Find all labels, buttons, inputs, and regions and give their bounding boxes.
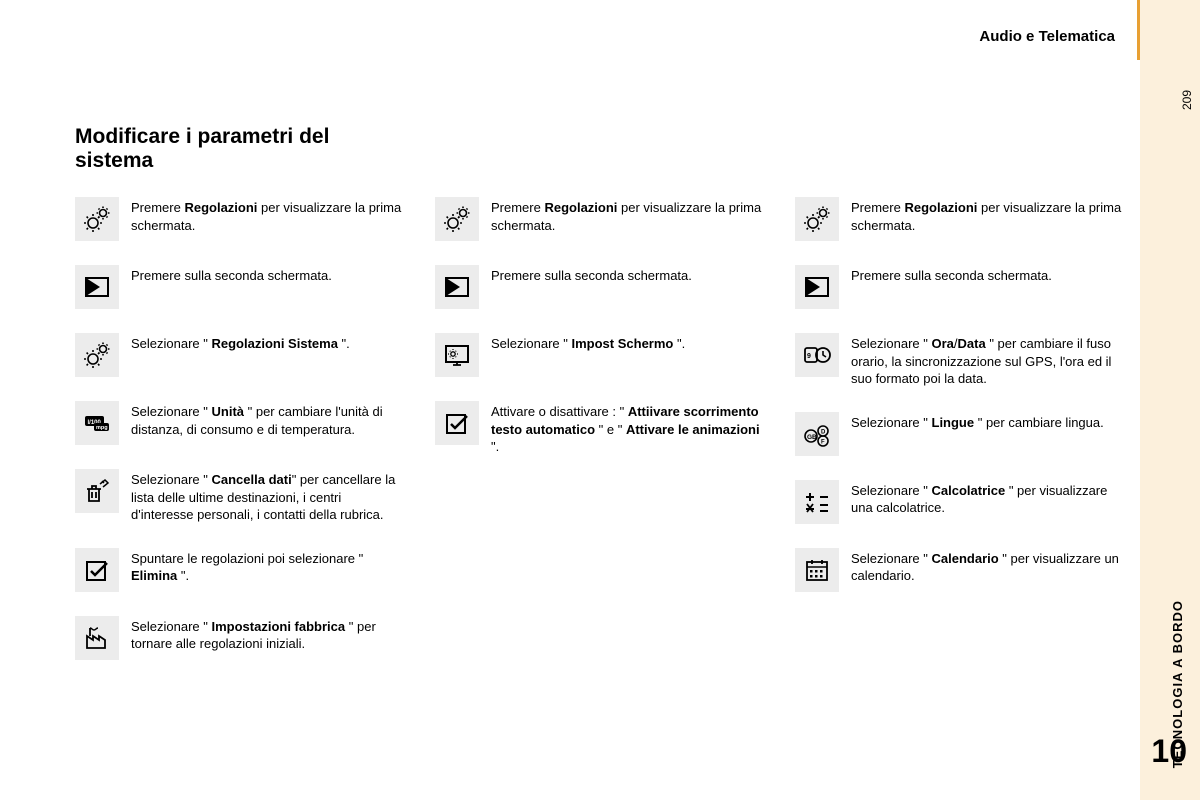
instruction-item: Premere Regolazioni per visualizzare la … (75, 191, 405, 247)
instruction-text: Selezionare " Calendario " per visualizz… (851, 548, 1125, 585)
instruction-text: Selezionare " Ora/Data " per cambiare il… (851, 333, 1125, 388)
instruction-text: Selezionare " Unità " per cambiare l'uni… (131, 401, 405, 438)
instruction-text: Premere sulla seconda schermata. (851, 265, 1052, 285)
instruction-item: Premere sulla seconda schermata. (75, 259, 405, 315)
display-icon (435, 333, 479, 377)
instruction-item: Spuntare le regolazioni poi selezionare … (75, 542, 405, 598)
instruction-item: Selezionare " Unità " per cambiare l'uni… (75, 395, 405, 451)
clock-icon (795, 333, 839, 377)
instruction-item: Premere Regolazioni per visualizzare la … (435, 191, 765, 247)
edge-accent (1137, 0, 1140, 60)
page-number: 209 (1180, 90, 1194, 110)
factory-icon (75, 616, 119, 660)
instruction-text: Spuntare le regolazioni poi selezionare … (131, 548, 405, 585)
instruction-text: Selezionare " Lingue " per cambiare ling… (851, 412, 1104, 432)
instruction-item: Premere sulla seconda schermata. (435, 259, 765, 315)
instruction-item: Selezionare " Ora/Data " per cambiare il… (795, 327, 1125, 394)
instruction-text: Premere sulla seconda schermata. (131, 265, 332, 285)
main-content: Modificare i parametri del sistema Preme… (75, 125, 1125, 666)
instruction-text: Premere sulla seconda schermata. (491, 265, 692, 285)
instruction-item: Selezionare " Calendario " per visualizz… (795, 542, 1125, 598)
instruction-item: Premere sulla seconda schermata. (795, 259, 1125, 315)
screen2-icon (795, 265, 839, 309)
instruction-item: Selezionare " Impost Schermo ". (435, 327, 765, 383)
instruction-item: Selezionare " Regolazioni Sistema ". (75, 327, 405, 383)
calendar-icon (795, 548, 839, 592)
instruction-text: Attivare o disattivare : " Attiivare sco… (491, 401, 765, 456)
instruction-item: Attivare o disattivare : " Attiivare sco… (435, 395, 765, 462)
instruction-item: Selezionare " Impostazioni fabbrica " pe… (75, 610, 405, 666)
gears-icon (795, 197, 839, 241)
instruction-item: Premere Regolazioni per visualizzare la … (795, 191, 1125, 247)
units-icon (75, 401, 119, 445)
instruction-text: Premere Regolazioni per visualizzare la … (851, 197, 1125, 234)
calc-icon (795, 480, 839, 524)
header-title: Audio e Telematica (979, 28, 1115, 45)
instruction-text: Selezionare " Impostazioni fabbrica " pe… (131, 616, 405, 653)
instruction-text: Premere Regolazioni per visualizzare la … (131, 197, 405, 234)
instruction-text: Selezionare " Impost Schermo ". (491, 333, 685, 353)
instruction-text: Premere Regolazioni per visualizzare la … (491, 197, 765, 234)
instruction-text: Selezionare " Regolazioni Sistema ". (131, 333, 350, 353)
instruction-item: Selezionare " Calcolatrice " per visuali… (795, 474, 1125, 530)
lang-icon (795, 412, 839, 456)
instruction-text: Selezionare " Cancella dati" per cancell… (131, 469, 405, 524)
page-title: Modificare i parametri del sistema (75, 125, 395, 173)
column-2: Premere Regolazioni per visualizzare la … (795, 191, 1125, 666)
gears-icon (75, 333, 119, 377)
instruction-item: Selezionare " Cancella dati" per cancell… (75, 463, 405, 530)
screen2-icon (75, 265, 119, 309)
column-1: Premere Regolazioni per visualizzare la … (435, 191, 765, 666)
gears-icon (435, 197, 479, 241)
check-icon (75, 548, 119, 592)
instruction-item: Selezionare " Lingue " per cambiare ling… (795, 406, 1125, 462)
gears-icon (75, 197, 119, 241)
screen2-icon (435, 265, 479, 309)
check-icon (435, 401, 479, 445)
section-number: 10 (1151, 733, 1187, 770)
column-0: Premere Regolazioni per visualizzare la … (75, 191, 405, 666)
columns-container: Premere Regolazioni per visualizzare la … (75, 191, 1125, 666)
instruction-text: Selezionare " Calcolatrice " per visuali… (851, 480, 1125, 517)
trash-icon (75, 469, 119, 513)
